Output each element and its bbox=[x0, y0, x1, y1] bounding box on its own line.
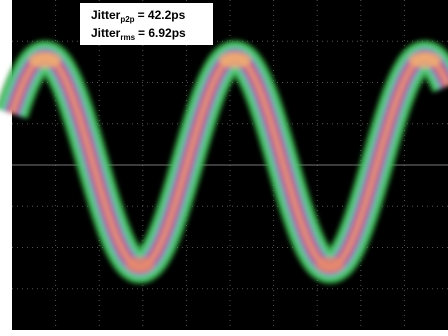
value: = 42.2ps bbox=[138, 8, 186, 22]
subscript: p2p bbox=[120, 15, 134, 24]
value: = 6.92ps bbox=[138, 26, 186, 40]
label: Jitter bbox=[91, 8, 121, 22]
peak-density bbox=[29, 52, 61, 68]
peak-density bbox=[219, 52, 251, 68]
peak-density bbox=[409, 52, 441, 68]
scope-screen: Jitterp2p= 42.2ps Jitterrms= 6.92ps bbox=[0, 0, 448, 336]
annotation-line: Jitterp2p = 42.2ps bbox=[91, 8, 186, 24]
trough-density bbox=[126, 257, 154, 273]
label: Jitter bbox=[91, 26, 121, 40]
subscript: rms bbox=[120, 33, 135, 42]
trough-density bbox=[316, 257, 344, 273]
page: Jitterp2p= 42.2ps Jitterrms= 6.92ps (() … bbox=[0, 0, 448, 336]
annotation-line: Jitterrms= 6.92ps bbox=[91, 26, 186, 42]
